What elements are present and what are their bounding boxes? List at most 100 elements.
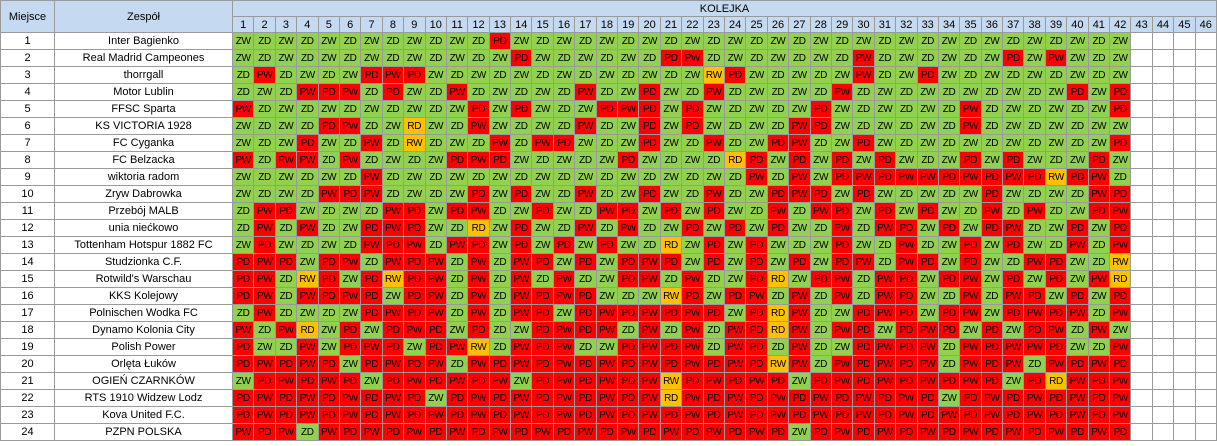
result-cell: PW [445, 423, 469, 441]
result-cell: ZW [681, 236, 704, 254]
team-cell: Zryw Dabrowka [54, 185, 233, 203]
empty-cell [1194, 253, 1217, 271]
result-cell: PD [1023, 372, 1046, 390]
result-cell: ZW [574, 168, 597, 186]
result-cell: PW [467, 406, 490, 424]
result-cell: PW [552, 338, 576, 356]
result-cell: PW [253, 287, 276, 305]
result-cell: ZW [638, 66, 661, 84]
result-cell: PW [1087, 423, 1111, 441]
result-cell: ZD [788, 32, 811, 50]
result-cell: PW [317, 185, 340, 203]
result-cell: ZD [296, 49, 319, 67]
result-cell: ZW [1023, 49, 1046, 67]
place-cell: 24 [0, 423, 55, 441]
result-cell: ZW [531, 185, 554, 203]
result-cell: ZW [231, 117, 255, 135]
result-cell: ZD [467, 49, 490, 67]
result-cell: PD [830, 236, 854, 254]
result-cell: PD [1066, 287, 1089, 305]
result-cell: PW [445, 372, 469, 390]
result-cell: PD [937, 321, 961, 339]
result-cell: PD [445, 406, 469, 424]
result-cell: PW [788, 168, 811, 186]
result-cell: PD [1109, 134, 1132, 152]
result-cell: PW [916, 338, 939, 356]
result-cell: ZW [531, 83, 554, 101]
result-cell: PD [617, 151, 640, 169]
result-cell: ZW [338, 304, 362, 322]
result-cell: PD [788, 253, 811, 271]
result-cell: ZD [531, 32, 554, 50]
result-cell: ZW [403, 338, 426, 356]
empty-cell [1151, 304, 1175, 322]
result-cell: PW [424, 406, 447, 424]
round-number: 24 [723, 16, 747, 33]
empty-cell [1173, 66, 1196, 84]
result-cell: ZD [937, 287, 961, 305]
result-cell: PD [1023, 287, 1046, 305]
result-cell: PD [617, 338, 640, 356]
round-number: 12 [467, 16, 490, 33]
place-cell: 16 [0, 287, 55, 305]
result-cell: ZD [231, 219, 255, 237]
result-cell: PW [830, 219, 854, 237]
empty-cell [1173, 304, 1196, 322]
result-cell: PW [253, 406, 276, 424]
result-cell: PW [895, 168, 918, 186]
result-cell: ZD [873, 236, 897, 254]
result-cell: ZD [445, 66, 469, 84]
result-cell: PD [937, 372, 961, 390]
team-cell: Polish Power [54, 338, 233, 356]
empty-cell [1130, 270, 1153, 288]
result-cell: ZD [980, 83, 1004, 101]
result-cell: ZW [403, 185, 426, 203]
result-cell: PD [403, 66, 426, 84]
result-cell: ZD [424, 49, 447, 67]
result-cell: RD [766, 321, 790, 339]
result-cell: PD [702, 236, 725, 254]
team-cell: Dynamo Kolonia City [54, 321, 233, 339]
empty-cell [1194, 49, 1217, 67]
result-cell: PD [980, 321, 1004, 339]
result-cell: ZW [574, 49, 597, 67]
result-cell: ZW [488, 236, 512, 254]
result-cell: ZW [916, 270, 939, 288]
result-cell: ZD [873, 66, 897, 84]
result-cell: PW [617, 100, 640, 118]
result-cell: PW [253, 389, 276, 407]
result-cell: PW [681, 49, 704, 67]
result-cell: PD [360, 389, 383, 407]
result-cell: PD [745, 304, 768, 322]
result-cell: ZW [959, 219, 982, 237]
result-cell: PD [809, 117, 832, 135]
result-cell: ZW [274, 134, 298, 152]
round-number: 41 [1087, 16, 1111, 33]
result-cell: ZD [723, 100, 747, 118]
result-cell: ZD [595, 168, 619, 186]
result-cell: ZW [1109, 117, 1132, 135]
round-number: 18 [595, 16, 619, 33]
empty-cell [1173, 151, 1196, 169]
result-cell: ZW [424, 117, 447, 135]
result-cell: PW [445, 236, 469, 254]
result-cell: PW [980, 406, 1004, 424]
result-cell: PD [360, 355, 383, 373]
result-cell: ZW [916, 117, 939, 135]
result-cell: ZD [788, 236, 811, 254]
empty-cell [1173, 253, 1196, 271]
result-cell: PW [830, 321, 854, 339]
result-cell: ZD [488, 66, 512, 84]
result-cell: ZD [1087, 32, 1111, 50]
result-cell: RD [296, 321, 319, 339]
result-cell: PD [617, 253, 640, 271]
result-cell: ZW [253, 338, 276, 356]
result-cell: PD [745, 389, 768, 407]
result-cell: PW [830, 423, 854, 441]
result-cell: ZD [274, 83, 298, 101]
result-cell: PW [467, 287, 490, 305]
empty-cell [1173, 185, 1196, 203]
result-cell: PW [1002, 219, 1025, 237]
result-cell: ZD [381, 49, 405, 67]
result-cell: ZD [1044, 151, 1068, 169]
